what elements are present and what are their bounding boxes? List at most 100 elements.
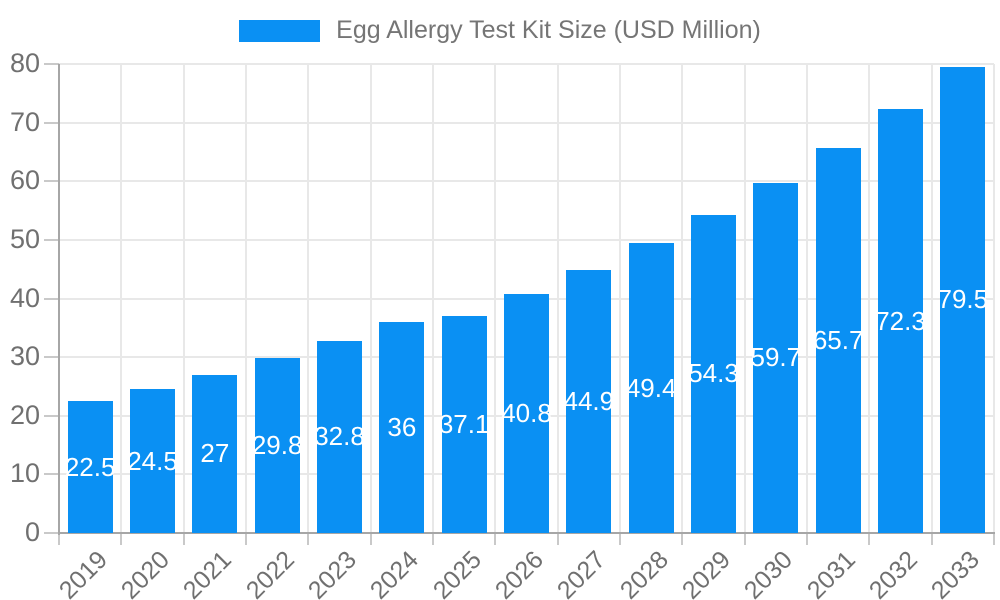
y-tick-mark <box>44 297 59 300</box>
v-gridline <box>806 64 808 533</box>
legend-swatch <box>239 19 321 42</box>
bar <box>317 340 362 533</box>
chart-title: Egg Allergy Test Kit Size (USD Million) <box>336 16 761 44</box>
bar-value-label: 24.5 <box>127 445 178 476</box>
bar <box>628 243 674 533</box>
x-tick-mark <box>619 533 621 545</box>
bar <box>815 147 861 533</box>
x-tick-mark <box>806 533 808 545</box>
y-tick-mark <box>44 414 59 417</box>
y-tick-label: 70 <box>9 106 40 137</box>
bar <box>940 66 986 533</box>
v-gridline <box>619 64 621 533</box>
v-gridline <box>868 64 871 533</box>
h-gridline <box>59 180 994 183</box>
x-tick-mark <box>307 533 310 545</box>
bar <box>691 214 736 533</box>
bar-value-label: 32.8 <box>314 421 365 452</box>
bar-value-label: 37.1 <box>438 408 490 439</box>
v-gridline <box>182 64 185 533</box>
x-tick-mark <box>58 533 60 545</box>
x-tick-mark <box>868 533 871 545</box>
x-tick-mark <box>743 533 746 545</box>
y-tick-mark <box>44 238 59 241</box>
y-tick-label: 50 <box>9 223 40 254</box>
v-gridline <box>245 64 247 533</box>
y-tick-label: 0 <box>24 517 40 547</box>
bar-value-label: 40.8 <box>501 397 552 428</box>
y-tick-label: 20 <box>9 399 40 430</box>
x-tick-mark <box>993 533 995 545</box>
h-gridline <box>59 121 994 124</box>
v-gridline <box>307 64 310 533</box>
h-gridline <box>59 238 994 241</box>
bar <box>67 401 113 533</box>
x-tick-label: 2024 <box>365 545 425 600</box>
x-tick-label: 2019 <box>53 545 113 600</box>
x-tick-label: 2025 <box>427 545 487 600</box>
v-gridline <box>494 64 497 533</box>
bar-value-label: 54.3 <box>688 358 739 389</box>
x-tick-label: 2026 <box>489 545 549 600</box>
bar-value-label: 36 <box>387 411 417 442</box>
x-tick-label: 2033 <box>926 545 986 600</box>
x-tick-label: 2021 <box>178 545 238 600</box>
x-tick-label: 2032 <box>863 545 923 600</box>
bar <box>504 293 549 533</box>
x-tick-label: 2022 <box>240 545 300 600</box>
v-gridline <box>930 64 933 533</box>
x-tick-mark <box>182 533 185 545</box>
bar-value-label: 27 <box>200 438 230 469</box>
bar <box>379 321 425 533</box>
x-tick-label: 2023 <box>302 545 362 600</box>
y-tick-mark <box>44 473 59 476</box>
y-tick-mark <box>44 63 59 65</box>
bar-value-label: 59.7 <box>750 342 802 373</box>
y-tick-label: 40 <box>9 282 40 313</box>
x-axis-line <box>58 532 995 534</box>
bar <box>566 269 612 533</box>
y-tick-label: 80 <box>9 48 40 78</box>
x-tick-mark <box>681 533 684 545</box>
y-tick-label: 10 <box>9 458 40 489</box>
bar <box>192 374 238 533</box>
bar-value-label: 29.8 <box>251 430 303 461</box>
bar-value-label: 49.4 <box>625 372 677 403</box>
bar-value-label: 79.5 <box>937 284 989 315</box>
v-gridline <box>432 64 434 533</box>
v-gridline <box>681 64 684 533</box>
v-gridline <box>993 64 995 533</box>
bar-value-label: 44.9 <box>563 385 615 416</box>
y-axis-line <box>58 64 60 535</box>
x-tick-label: 2020 <box>115 545 175 600</box>
x-tick-mark <box>556 533 559 545</box>
bar <box>441 315 487 533</box>
x-tick-label: 2027 <box>552 545 612 600</box>
y-tick-mark <box>44 180 59 183</box>
x-tick-label: 2031 <box>801 545 861 600</box>
v-gridline <box>556 64 559 533</box>
y-tick-label: 30 <box>9 341 40 372</box>
y-tick-label: 60 <box>9 165 40 196</box>
bar <box>753 183 799 533</box>
v-gridline <box>120 64 123 533</box>
x-tick-mark <box>120 533 123 545</box>
bar <box>878 109 923 533</box>
x-tick-mark <box>369 533 372 545</box>
x-tick-mark <box>494 533 497 545</box>
bar <box>254 358 300 533</box>
y-tick-mark <box>44 121 59 124</box>
h-gridline <box>59 63 994 65</box>
y-tick-mark <box>44 532 59 534</box>
chart-legend[interactable]: Egg Allergy Test Kit Size (USD Million) <box>0 16 1000 45</box>
bar-value-label: 22.5 <box>64 451 116 482</box>
x-tick-mark <box>245 533 247 545</box>
x-tick-mark <box>930 533 933 545</box>
v-gridline <box>369 64 372 533</box>
x-tick-label: 2028 <box>614 545 674 600</box>
v-gridline <box>743 64 746 533</box>
x-tick-label: 2029 <box>676 545 736 600</box>
bar-value-label: 65.7 <box>812 324 864 355</box>
x-tick-mark <box>432 533 434 545</box>
